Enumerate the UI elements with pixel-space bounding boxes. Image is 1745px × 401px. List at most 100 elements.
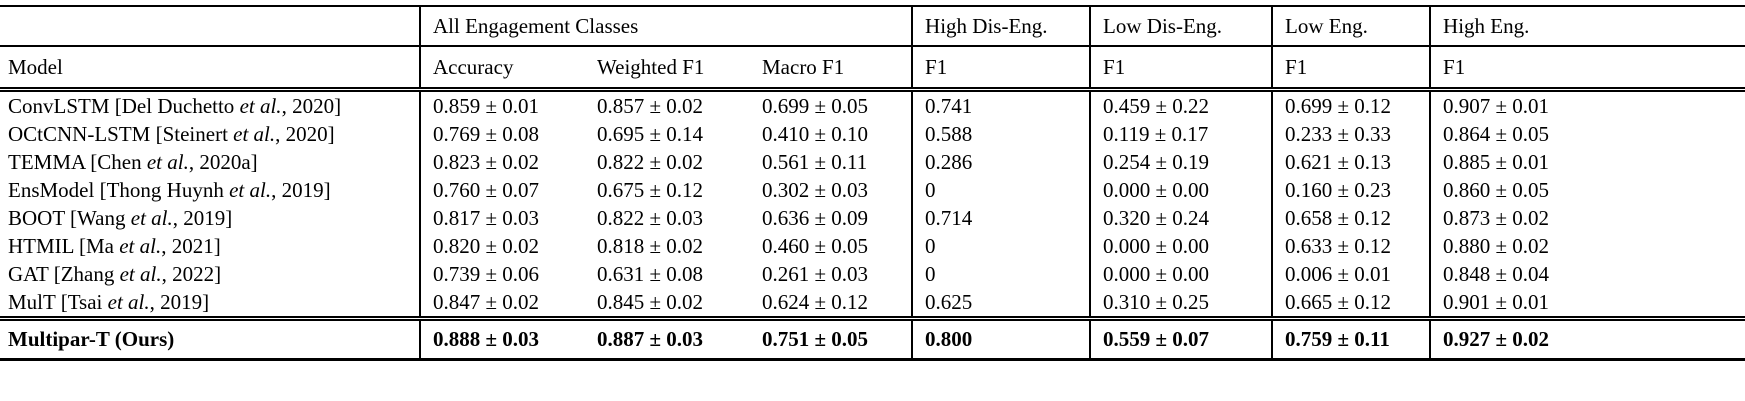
value-cell: 0.699 ± 0.05 [762, 93, 869, 118]
table-row: OCtCNN-LSTM [Steinert et al., 2020] 0.76… [0, 120, 1745, 148]
model-name: OCtCNN-LSTM [Steinert [8, 121, 234, 146]
table-row: GAT [Zhang et al., 2022] 0.739 ± 0.06 0.… [0, 260, 1745, 288]
value-cell: 0.864 ± 0.05 [1429, 120, 1745, 148]
group-header-all-engagement: All Engagement Classes [418, 6, 913, 47]
value-cell: 0.000 ± 0.00 [1089, 260, 1273, 288]
value-cell: 0.880 ± 0.02 [1429, 232, 1745, 260]
value-cell: 0.760 ± 0.07 [419, 176, 585, 204]
value-cell: 0.302 ± 0.03 [762, 177, 869, 202]
col-header-f1-high-eng: F1 [1429, 46, 1745, 92]
col-header-accuracy: Accuracy [419, 46, 585, 92]
value-cell: 0 [911, 260, 1091, 288]
value-cell: 0.254 ± 0.19 [1089, 148, 1273, 176]
value-cell: 0.625 [911, 288, 1091, 319]
model-name: GAT [Zhang [8, 261, 120, 286]
value-cell: 0 [911, 176, 1091, 204]
value-cell: 0.907 ± 0.01 [1429, 89, 1745, 120]
model-name: MulT [Tsai [8, 289, 108, 314]
table-row: MulT [Tsai et al., 2019] 0.847 ± 0.02 0.… [0, 288, 1745, 319]
et-al-text: et al. [239, 93, 282, 118]
model-name: ConvLSTM [Del Duchetto [8, 93, 240, 118]
value-cell: 0.817 ± 0.03 [419, 204, 585, 232]
col-header-model: Model [0, 46, 420, 92]
model-cell: EnsModel [Thong Huynh et al., 2019] [0, 176, 420, 204]
group-header-high-dis-eng: High Dis-Eng. [911, 6, 1091, 47]
value-cell: 0.261 ± 0.03 [762, 261, 869, 286]
value-cell: 0.860 ± 0.05 [1429, 176, 1745, 204]
et-al-text: et al. [233, 121, 276, 146]
citation-year: , 2019] [271, 177, 331, 202]
value-cell: 0.000 ± 0.00 [1089, 232, 1273, 260]
value-cell: 0.658 ± 0.12 [1271, 204, 1431, 232]
value-cell: 0.848 ± 0.04 [1429, 260, 1745, 288]
value-cell: 0.320 ± 0.24 [1089, 204, 1273, 232]
value-cell: 0.624 ± 0.12 [762, 289, 869, 314]
value-cell: 0.699 ± 0.12 [1271, 89, 1431, 120]
col-header-f1-low-eng: F1 [1271, 46, 1431, 92]
value-cell: 0.823 ± 0.02 [419, 148, 585, 176]
value-cell: 0.588 [911, 120, 1091, 148]
value-cell: 0.160 ± 0.23 [1271, 176, 1431, 204]
value-cell: 0.460 ± 0.05 [762, 233, 869, 258]
col-header-f1-low-dis-eng: F1 [1089, 46, 1273, 92]
citation-year: , 2020] [281, 93, 342, 118]
value-cell: 0.751 ± 0.05 [750, 316, 913, 360]
table-row: EnsModel [Thong Huynh et al., 2019] 0.76… [0, 176, 1745, 204]
value-cell: 0.857 ± 0.02 [597, 93, 704, 118]
group-header-low-eng: Low Eng. [1271, 6, 1431, 47]
et-al-text: et al. [146, 149, 189, 174]
model-cell: HTMIL [Ma et al., 2021] [0, 232, 420, 260]
group-header-low-dis-eng: Low Dis-Eng. [1089, 6, 1273, 47]
value-cell: 0 [911, 232, 1091, 260]
model-cell: TEMMA [Chen et al., 2020a] [0, 148, 420, 176]
group-header-empty-cell [0, 6, 420, 47]
value-cell: 0.000 ± 0.00 [1089, 176, 1273, 204]
et-al-text: et al. [130, 205, 173, 230]
citation-year: , 2021] [161, 233, 221, 258]
model-cell: MulT [Tsai et al., 2019] [0, 288, 420, 319]
citation-year: , 2020] [275, 121, 335, 146]
et-al-text: et al. [107, 289, 150, 314]
group-header-row: All Engagement Classes High Dis-Eng. Low… [0, 6, 1745, 47]
col-header-macro-f1: Macro F1 [750, 46, 913, 92]
model-name: TEMMA [Chen [8, 149, 147, 174]
model-name: Multipar-T (Ours) [8, 327, 175, 351]
model-cell: BOOT [Wang et al., 2019] [0, 204, 420, 232]
value-cell: 0.561 ± 0.11 [762, 149, 868, 174]
model-cell: GAT [Zhang et al., 2022] [0, 260, 420, 288]
value-cell: 0.887 ± 0.03 [585, 316, 750, 360]
table-row: ConvLSTM [Del Duchetto et al., 2020] 0.8… [0, 89, 1745, 120]
value-cell: 0.310 ± 0.25 [1089, 288, 1273, 319]
citation-year: , 2020a] [188, 149, 258, 174]
value-cell: 0.888 ± 0.03 [419, 316, 585, 360]
value-cell: 0.559 ± 0.07 [1089, 316, 1273, 360]
value-cell: 0.739 ± 0.06 [419, 260, 585, 288]
model-name: BOOT [Wang [8, 205, 131, 230]
value-cell: 0.901 ± 0.01 [1429, 288, 1745, 319]
value-cell: 0.631 ± 0.08 [597, 261, 704, 286]
value-cell: 0.927 ± 0.02 [1429, 316, 1745, 360]
citation-year: , 2022] [161, 261, 222, 286]
value-cell: 0.410 ± 0.10 [762, 121, 869, 146]
model-name: HTMIL [Ma [8, 233, 120, 258]
value-cell: 0.714 [911, 204, 1091, 232]
value-cell: 0.885 ± 0.01 [1429, 148, 1745, 176]
value-cell: 0.818 ± 0.02 [597, 233, 704, 258]
value-cell: 0.873 ± 0.02 [1429, 204, 1745, 232]
et-al-text: et al. [229, 177, 272, 202]
value-cell: 0.822 ± 0.03 [597, 205, 704, 230]
value-cell: 0.119 ± 0.17 [1089, 120, 1273, 148]
value-cell: 0.636 ± 0.09 [762, 205, 869, 230]
value-cell: 0.621 ± 0.13 [1271, 148, 1431, 176]
value-cell: 0.695 ± 0.14 [597, 121, 704, 146]
table-row: TEMMA [Chen et al., 2020a] 0.823 ± 0.02 … [0, 148, 1745, 176]
model-cell: OCtCNN-LSTM [Steinert et al., 2020] [0, 120, 420, 148]
value-cell: 0.859 ± 0.01 [419, 89, 585, 120]
value-cell: 0.845 ± 0.02 [597, 289, 704, 314]
table-row-ours: Multipar-T (Ours) 0.888 ± 0.03 0.887 ± 0… [0, 316, 1745, 360]
value-cell: 0.233 ± 0.33 [1271, 120, 1431, 148]
group-header-high-eng: High Eng. [1429, 6, 1745, 47]
col-header-weighted-f1: Weighted F1 [585, 46, 750, 92]
model-cell: Multipar-T (Ours) [0, 316, 420, 360]
